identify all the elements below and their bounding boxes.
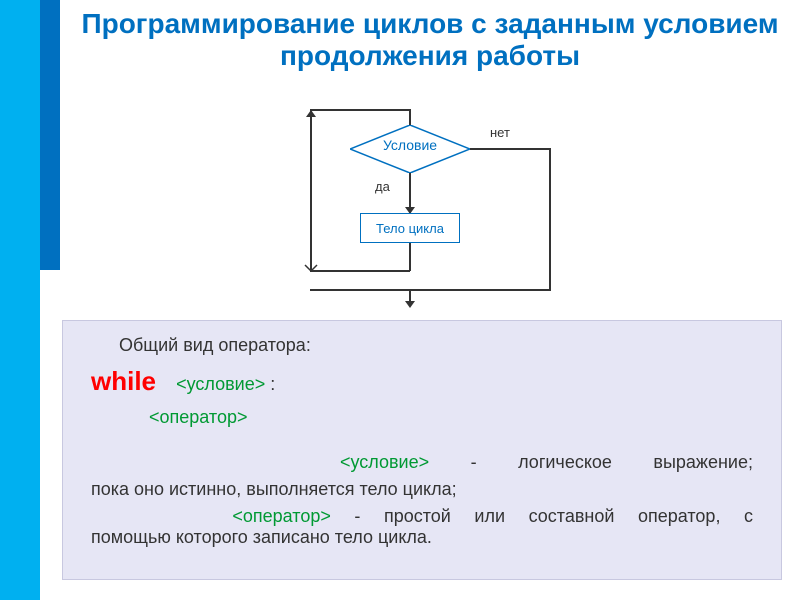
arrow-exit bbox=[405, 301, 415, 308]
flow-no-h bbox=[470, 148, 550, 150]
desc-oper-token: <оператор> bbox=[232, 506, 330, 526]
desc-condition-line2: пока оно истинно, выполняется тело цикла… bbox=[91, 479, 753, 500]
loop-junction-marker bbox=[303, 263, 319, 279]
condition-label: Условие bbox=[350, 137, 470, 153]
flow-entry bbox=[409, 109, 411, 125]
no-label: нет bbox=[490, 125, 510, 140]
body-label: Тело цикла bbox=[376, 221, 444, 236]
flowchart: Условие да Тело цикла нет bbox=[250, 115, 610, 305]
flow-exit-h bbox=[310, 289, 551, 291]
body-rect: Тело цикла bbox=[360, 213, 460, 243]
sidebar-inner bbox=[40, 0, 60, 270]
code-box: Общий вид оператора: while <условие> : <… bbox=[62, 320, 782, 580]
flow-left-vertical bbox=[310, 109, 312, 271]
flow-no-v bbox=[549, 148, 551, 290]
flow-after-body-h bbox=[310, 270, 410, 272]
sidebar-outer bbox=[0, 0, 40, 600]
condition-token: <условие> bbox=[176, 374, 265, 394]
arrow-loop bbox=[306, 110, 316, 117]
while-keyword: while bbox=[91, 366, 156, 396]
code-while-line: while <условие> : bbox=[91, 366, 753, 397]
flow-top-loop bbox=[310, 109, 410, 111]
desc-oper-text: - простой или составной оператор, с bbox=[331, 506, 753, 526]
code-operator-line: <оператор> bbox=[149, 407, 753, 428]
operator-token: <оператор> bbox=[149, 407, 247, 427]
desc-operator-line1: <оператор> - простой или составной опера… bbox=[91, 506, 753, 527]
page-title: Программирование циклов с заданным услов… bbox=[70, 8, 790, 72]
desc-condition-line1: <условие> - логическое выражение; bbox=[91, 452, 753, 473]
yes-label: да bbox=[375, 179, 390, 194]
code-intro: Общий вид оператора: bbox=[119, 335, 753, 356]
flow-after-body-v bbox=[409, 243, 411, 271]
desc-cond-token: <условие> bbox=[340, 452, 429, 472]
desc-cond-text: - логическое выражение; bbox=[429, 452, 753, 472]
colon: : bbox=[270, 374, 275, 394]
desc-operator-line2: помощью которого записано тело цикла. bbox=[91, 527, 753, 548]
